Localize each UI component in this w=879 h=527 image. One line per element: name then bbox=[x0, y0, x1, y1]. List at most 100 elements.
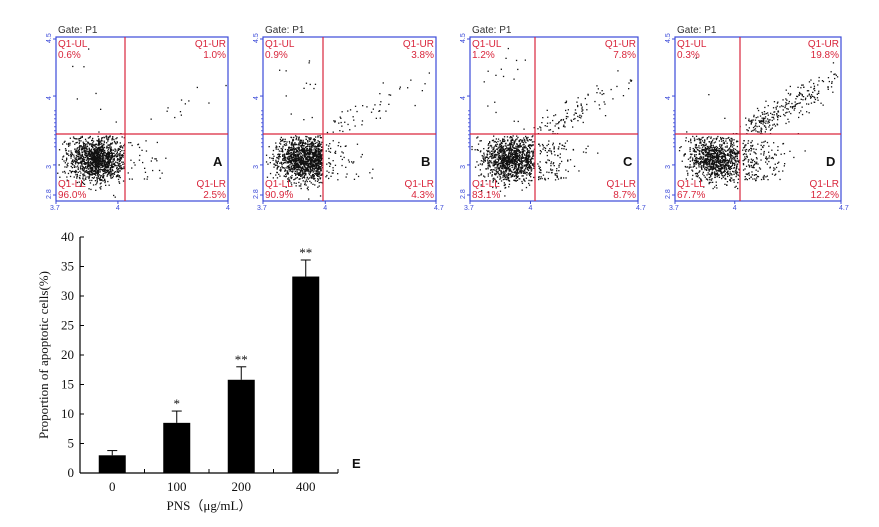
x-tick-label: 4 bbox=[323, 205, 327, 212]
event-dot bbox=[282, 158, 284, 160]
event-dot bbox=[101, 160, 103, 162]
event-dot bbox=[717, 154, 719, 156]
event-dot bbox=[287, 167, 289, 169]
event-dot bbox=[308, 138, 311, 140]
event-dot bbox=[133, 162, 135, 164]
event-dot bbox=[501, 171, 503, 173]
event-dot bbox=[289, 152, 292, 154]
event-dot bbox=[288, 150, 290, 153]
event-dot bbox=[300, 145, 302, 147]
event-dot bbox=[521, 139, 523, 141]
event-dot bbox=[95, 148, 97, 150]
event-dot bbox=[685, 166, 687, 168]
event-dot bbox=[520, 145, 522, 147]
event-dot bbox=[489, 156, 491, 158]
event-dot bbox=[559, 153, 561, 155]
event-dot bbox=[87, 160, 89, 162]
event-dot bbox=[68, 142, 70, 145]
event-dot bbox=[515, 153, 517, 155]
event-dot bbox=[302, 141, 305, 143]
event-dot bbox=[477, 136, 479, 138]
event-dot bbox=[299, 166, 302, 168]
event-dot bbox=[329, 162, 331, 165]
event-dot bbox=[90, 163, 92, 165]
event-dot bbox=[287, 162, 289, 164]
event-dot bbox=[716, 169, 718, 171]
event-dot bbox=[87, 156, 89, 158]
event-dot bbox=[293, 155, 295, 157]
event-dot bbox=[315, 157, 317, 159]
event-dot bbox=[520, 157, 523, 160]
event-dot bbox=[709, 166, 711, 168]
event-dot bbox=[118, 147, 120, 150]
event-dot bbox=[111, 165, 113, 167]
event-dot bbox=[299, 159, 301, 161]
event-dot bbox=[76, 181, 78, 184]
event-dot bbox=[540, 129, 542, 131]
event-dot bbox=[516, 176, 519, 178]
event-dot bbox=[84, 138, 87, 140]
event-dot bbox=[524, 180, 526, 182]
event-dot bbox=[498, 149, 501, 152]
event-dot bbox=[84, 146, 87, 148]
event-dot bbox=[704, 167, 706, 170]
event-dot bbox=[313, 168, 315, 170]
event-dot bbox=[292, 170, 294, 172]
event-dot bbox=[731, 155, 734, 157]
event-dot bbox=[521, 164, 523, 167]
event-dot bbox=[544, 149, 546, 152]
event-dot bbox=[298, 156, 300, 158]
event-dot bbox=[105, 157, 108, 159]
event-dot bbox=[526, 139, 528, 141]
event-dot bbox=[77, 151, 79, 153]
event-dot bbox=[106, 163, 108, 165]
event-dot bbox=[489, 153, 491, 155]
event-dot bbox=[281, 140, 284, 142]
event-dot bbox=[311, 151, 313, 153]
event-dot bbox=[502, 178, 505, 181]
event-dot bbox=[67, 162, 69, 164]
event-dot bbox=[708, 181, 710, 184]
event-dot bbox=[290, 176, 292, 178]
event-dot bbox=[109, 173, 111, 175]
event-dot bbox=[310, 151, 312, 153]
event-dot bbox=[145, 140, 147, 142]
event-dot bbox=[509, 147, 511, 149]
event-dot bbox=[284, 138, 286, 140]
panel-letter: C bbox=[623, 154, 633, 169]
event-dot bbox=[505, 186, 507, 189]
event-dot bbox=[299, 174, 301, 176]
quadrant-ul-value: 0.6% bbox=[58, 50, 81, 61]
event-dot bbox=[319, 167, 321, 169]
event-dot bbox=[544, 125, 546, 127]
event-dot bbox=[113, 138, 115, 141]
event-dot bbox=[361, 124, 363, 126]
event-dot bbox=[306, 136, 308, 138]
event-dot bbox=[90, 166, 92, 169]
event-dot bbox=[710, 141, 712, 143]
event-dot bbox=[94, 180, 97, 182]
event-dot bbox=[547, 177, 549, 180]
event-dot bbox=[307, 169, 310, 171]
event-dot bbox=[110, 146, 112, 148]
event-dot bbox=[517, 166, 520, 168]
event-dot bbox=[282, 139, 284, 141]
event-dot bbox=[513, 166, 515, 168]
event-dot bbox=[103, 175, 105, 177]
event-dot bbox=[113, 140, 116, 143]
event-dot bbox=[519, 178, 521, 180]
event-dot bbox=[290, 152, 292, 154]
event-dot bbox=[292, 155, 294, 157]
event-dot bbox=[506, 165, 508, 167]
event-dot bbox=[491, 147, 493, 149]
event-dot bbox=[480, 174, 482, 176]
event-dot bbox=[528, 151, 530, 154]
event-dot bbox=[284, 157, 286, 159]
event-dot bbox=[510, 148, 513, 150]
event-dot bbox=[91, 179, 93, 182]
event-dot bbox=[98, 149, 100, 151]
event-dot bbox=[278, 156, 280, 158]
event-dot bbox=[524, 159, 526, 162]
event-dot bbox=[737, 151, 739, 153]
event-dot bbox=[82, 166, 84, 168]
